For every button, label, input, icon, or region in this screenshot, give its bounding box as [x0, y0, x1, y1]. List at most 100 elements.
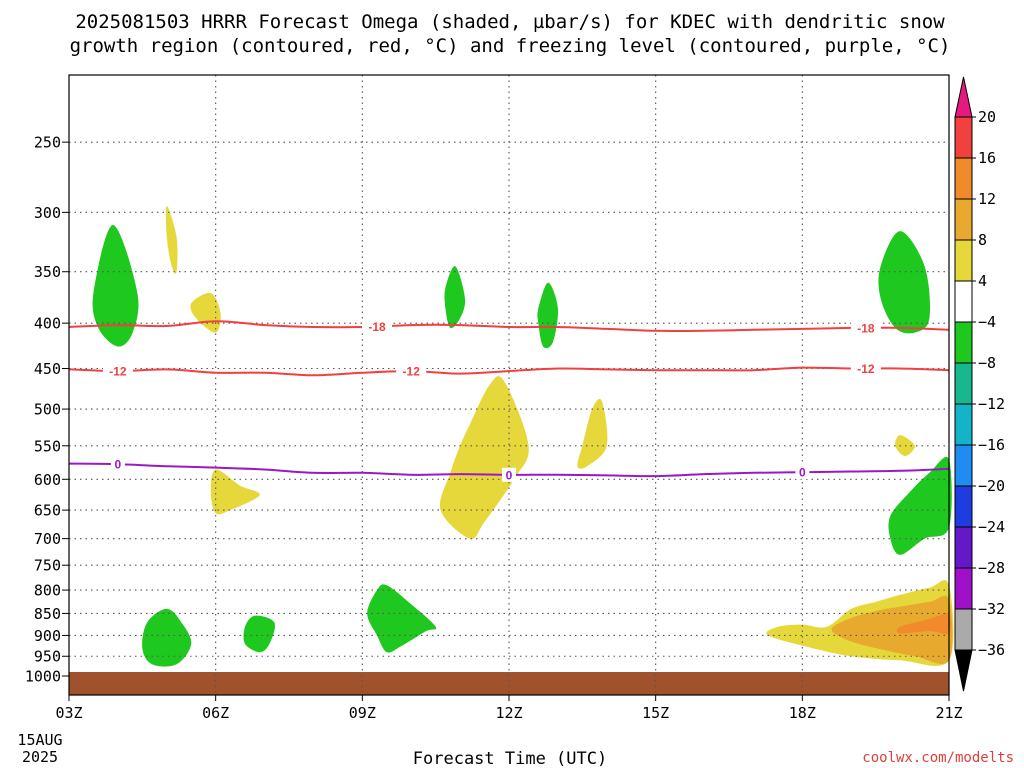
omega-region — [92, 225, 139, 347]
colorbar-swatch — [954, 567, 973, 610]
omega-region — [895, 435, 915, 457]
omega-region — [165, 205, 178, 274]
omega-region — [888, 456, 952, 555]
y-tick-label: 1000 — [25, 668, 61, 686]
x-tick-label: 09Z — [349, 704, 376, 722]
colorbar-label: 16 — [978, 149, 996, 167]
x-tick-label: 21Z — [935, 704, 962, 722]
y-tick-label: 300 — [34, 204, 61, 222]
contour-label-background — [502, 467, 516, 482]
contour-label-background — [850, 361, 881, 376]
y-tick-label: 450 — [34, 360, 61, 378]
omega-region — [537, 282, 559, 349]
contour-label: -12 — [857, 362, 875, 376]
y-tick-label: 500 — [34, 401, 61, 419]
y-tick-label: 950 — [34, 648, 61, 666]
colorbar-label: −12 — [978, 395, 1005, 413]
contour-label: -12 — [109, 365, 127, 379]
omega-region — [210, 469, 260, 515]
colorbar-label: 12 — [978, 190, 996, 208]
x-axis: 03Z 06Z 09Z 12Z 15Z 18Z 21Z — [55, 695, 963, 722]
colorbar-swatch — [954, 116, 973, 159]
chart-title-line-1: 2025081503 HRRR Forecast Omega (shaded, … — [75, 11, 945, 33]
colorbar-min-triangle — [954, 649, 973, 692]
colorbar-label: −20 — [978, 477, 1005, 495]
contour-label: 0 — [115, 458, 122, 472]
x-date-day-month: 15AUG — [17, 731, 62, 749]
omega-region — [831, 595, 953, 664]
contour-label-background — [850, 320, 881, 335]
y-tick-label: 350 — [34, 263, 61, 281]
colorbar-swatch — [954, 403, 973, 446]
y-tick-label: 250 — [34, 134, 61, 152]
colorbar-swatch — [954, 444, 973, 487]
x-tick-label: 18Z — [789, 704, 816, 722]
dendritic-contour — [68, 320, 950, 332]
x-tick-label: 15Z — [642, 704, 669, 722]
y-tick-label: 550 — [34, 437, 61, 455]
colorbar-label: −36 — [978, 641, 1005, 659]
y-tick-label: 700 — [34, 530, 61, 548]
y-tick-label: 600 — [34, 471, 61, 489]
omega-shading — [92, 205, 954, 667]
chart-title-line-2: growth region (contoured, red, °C) and f… — [70, 35, 951, 57]
contour-label-background — [396, 364, 427, 379]
omega-region — [444, 266, 466, 329]
x-tick-label: 03Z — [55, 704, 82, 722]
colorbar-label: −28 — [978, 559, 1005, 577]
colorbar-swatch — [954, 239, 973, 282]
colorbar-swatch — [954, 608, 973, 651]
ground-layer — [69, 672, 949, 695]
contour-label: 0 — [506, 468, 513, 482]
colorbar-swatch — [954, 526, 973, 569]
colorbar-label: −32 — [978, 600, 1005, 618]
y-tick-label: 850 — [34, 605, 61, 623]
omega-region — [439, 376, 529, 539]
contour-label-background — [102, 364, 133, 379]
contour-label: -18 — [857, 321, 875, 335]
colorbar-swatch — [954, 362, 973, 405]
colorbar-swatch — [954, 321, 973, 364]
colorbar-label: 20 — [978, 108, 996, 126]
contour-label: -12 — [403, 365, 421, 379]
contour-label-background — [795, 465, 810, 480]
colorbar-label: −8 — [978, 354, 996, 372]
colorbar-max-triangle — [954, 76, 973, 118]
colorbar-label: 4 — [978, 272, 987, 290]
contour-label: -18 — [368, 320, 386, 334]
colorbar: 20 16 12 8 4 −4 −8 −12 −16 −20 −24 −28 −32 −36 — [954, 76, 1005, 692]
y-tick-label: 650 — [34, 502, 61, 520]
omega-region — [577, 398, 608, 469]
colorbar-label: 8 — [978, 231, 987, 249]
y-tick-label: 900 — [34, 627, 61, 645]
omega-region — [878, 231, 931, 334]
colorbar-swatch — [954, 157, 973, 200]
x-axis-label: Forecast Time (UTC) — [413, 749, 607, 768]
x-tick-label: 06Z — [202, 704, 229, 722]
y-tick-label: 800 — [34, 582, 61, 600]
y-tick-label: 750 — [34, 557, 61, 575]
y-axis: 250 300 350 400 450 500 550 600 650 700 750 800 850 9… — [25, 134, 69, 686]
contour-label-background — [110, 457, 125, 472]
plot-area: -18 -18 -12 -12 -12 0 0 0 — [68, 74, 954, 696]
omega-region — [243, 615, 275, 653]
temperature-contours: -18 -18 -12 -12 -12 0 0 0 — [68, 319, 950, 482]
colorbar-label: −24 — [978, 518, 1005, 536]
credit-link[interactable]: coolwx.com/modelts — [862, 750, 1014, 766]
plot-background — [69, 75, 949, 695]
colorbar-swatch — [954, 485, 973, 528]
colorbar-swatch — [954, 198, 973, 241]
x-tick-label: 12Z — [495, 704, 522, 722]
dendritic-contour — [68, 366, 950, 377]
colorbar-label: −4 — [978, 313, 996, 331]
x-date-year: 2025 — [22, 748, 58, 766]
omega-region — [142, 608, 192, 667]
colorbar-swatch — [954, 280, 973, 323]
y-tick-label: 400 — [34, 315, 61, 333]
contour-label-background — [362, 319, 392, 334]
colorbar-label: −16 — [978, 436, 1005, 454]
contour-label: 0 — [799, 466, 806, 480]
omega-region — [367, 584, 437, 653]
omega-region — [896, 612, 951, 635]
